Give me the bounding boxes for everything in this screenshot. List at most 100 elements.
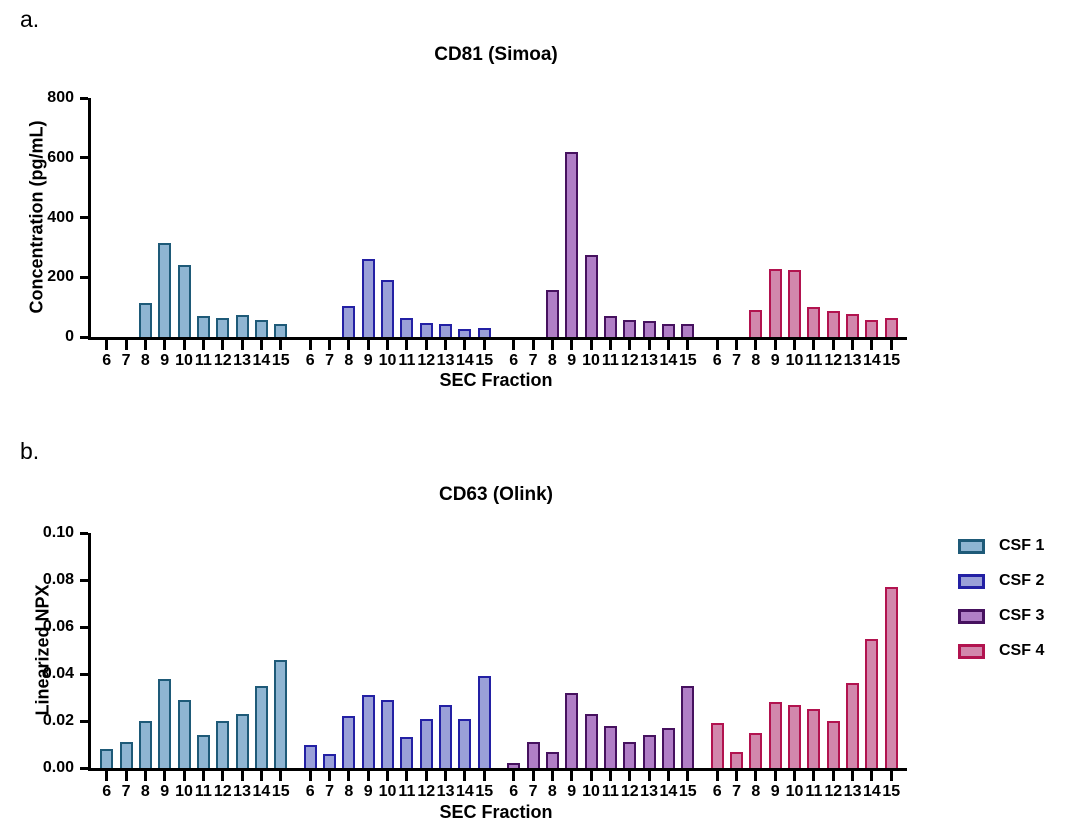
x-tick-label: 9 xyxy=(160,352,170,369)
bar-csf-4-fraction-14 xyxy=(865,319,879,337)
bar-slot: 9 xyxy=(562,98,581,369)
bar-slot: 8 xyxy=(339,98,358,369)
y-tick-mark xyxy=(80,96,88,100)
x-tick-mark xyxy=(366,340,370,350)
bar-csf-4-fraction-10 xyxy=(788,269,802,337)
x-tick-label: 9 xyxy=(363,783,373,800)
bar-slot: 13 xyxy=(436,533,455,800)
x-tick-label: 7 xyxy=(121,783,131,800)
x-tick-mark xyxy=(531,340,535,350)
group-csf-2: 6 7 8 9 10 11 12 13 14 15 xyxy=(301,98,495,369)
x-tick-mark xyxy=(628,771,632,781)
x-tick-mark xyxy=(754,771,758,781)
y-tick-label: 0.06 xyxy=(42,618,74,635)
x-tick-mark xyxy=(666,771,670,781)
x-tick-mark xyxy=(570,771,574,781)
x-tick-mark xyxy=(143,340,147,350)
bar-slot: 6 xyxy=(301,533,320,800)
x-tick-label: 13 xyxy=(843,352,862,369)
x-tick-label: 15 xyxy=(678,783,697,800)
bar-slot: 13 xyxy=(843,533,862,800)
bar-csf-2-fraction-13 xyxy=(439,323,453,337)
bar-csf-1-fraction-12 xyxy=(216,318,230,337)
x-tick-label: 14 xyxy=(659,352,678,369)
bar-slot: 11 xyxy=(601,533,620,800)
x-tick-mark xyxy=(405,340,409,350)
panel-b-y-axis-label: Linearized NPX xyxy=(32,584,53,716)
bar-slot: 8 xyxy=(543,98,562,369)
x-tick-mark xyxy=(105,771,109,781)
x-tick-label: 8 xyxy=(547,352,557,369)
bar-csf-2-fraction-10 xyxy=(381,279,395,337)
y-tick-label: 0.08 xyxy=(42,571,74,588)
x-tick-mark xyxy=(163,340,167,350)
bar-csf-4-fraction-9 xyxy=(768,268,782,337)
x-tick-mark xyxy=(124,340,128,350)
legend: CSF 1 CSF 2 CSF 3 CSF 4 xyxy=(958,538,1044,659)
bar-csf-2-fraction-14 xyxy=(458,718,472,768)
bar-slot: 9 xyxy=(155,98,174,369)
x-tick-mark xyxy=(124,771,128,781)
x-tick-mark xyxy=(608,340,612,350)
bar-slot: 14 xyxy=(862,98,881,369)
x-tick-mark xyxy=(105,340,109,350)
x-tick-label: 7 xyxy=(325,352,334,369)
legend-label: CSF 4 xyxy=(999,642,1045,659)
panel-a-y-axis-label: Concentration (pg/mL) xyxy=(26,120,47,314)
x-tick-label: 12 xyxy=(620,783,639,800)
bar-csf-3-fraction-14 xyxy=(661,323,675,337)
x-tick-mark xyxy=(482,771,486,781)
bar-slot: 9 xyxy=(562,533,581,800)
x-tick-label: 13 xyxy=(233,783,251,800)
x-tick-label: 10 xyxy=(582,352,600,369)
x-tick-mark xyxy=(686,771,690,781)
x-tick-mark xyxy=(647,771,651,781)
bar-csf-2-fraction-7 xyxy=(323,753,337,768)
y-tick-label: 200 xyxy=(47,268,74,286)
x-tick-label: 10 xyxy=(378,783,397,800)
bar-csf-1-fraction-14 xyxy=(254,685,268,768)
x-tick-mark xyxy=(386,771,390,781)
bar-csf-4-fraction-7 xyxy=(730,751,744,768)
bar-csf-3-fraction-7 xyxy=(526,742,540,768)
group-csf-4: 6 7 8 9 10 11 12 13 14 15 xyxy=(708,98,902,369)
x-tick-mark xyxy=(831,771,835,781)
bar-slot: 12 xyxy=(417,533,436,800)
bar-slot: 15 xyxy=(882,98,901,369)
bar-csf-2-fraction-9 xyxy=(361,695,375,768)
x-tick-label: 13 xyxy=(436,783,455,800)
x-tick-mark xyxy=(347,340,351,350)
bar-slot: 7 xyxy=(320,533,339,800)
group-csf-1: 6 7 8 9 10 11 12 13 14 15 xyxy=(97,98,291,369)
legend-item-csf-2: CSF 2 xyxy=(958,573,1044,589)
x-tick-label: 12 xyxy=(620,352,639,369)
x-tick-label: 10 xyxy=(378,352,397,369)
group-csf-2: 6 7 8 9 10 11 12 13 14 15 xyxy=(301,533,495,800)
y-tick-mark xyxy=(80,578,88,582)
bar-csf-3-fraction-8 xyxy=(545,289,559,337)
x-tick-label: 14 xyxy=(863,783,881,800)
bar-slot: 11 xyxy=(601,98,620,369)
panel-b-label: b. xyxy=(20,438,40,464)
bar-csf-4-fraction-12 xyxy=(826,721,840,768)
x-tick-label: 7 xyxy=(528,352,538,369)
bar-csf-2-fraction-12 xyxy=(419,322,433,337)
bar-csf-1-fraction-6 xyxy=(100,749,114,768)
bar-slot: 15 xyxy=(678,533,697,800)
x-tick-mark xyxy=(366,771,370,781)
bar-slot: 11 xyxy=(194,533,213,800)
panel-b-x-axis-label: SEC Fraction xyxy=(439,802,553,822)
x-tick-mark xyxy=(550,771,554,781)
x-tick-label: 8 xyxy=(344,783,354,800)
x-tick-label: 13 xyxy=(640,783,658,800)
bar-slot: 15 xyxy=(271,98,290,369)
x-tick-mark xyxy=(831,340,835,350)
bar-slot: 12 xyxy=(213,98,232,369)
x-tick-label: 9 xyxy=(363,352,373,369)
x-tick-label: 13 xyxy=(233,352,251,369)
x-tick-mark xyxy=(686,340,690,350)
bar-csf-4-fraction-8 xyxy=(749,732,763,768)
legend-label: CSF 2 xyxy=(999,572,1045,589)
x-tick-mark xyxy=(463,340,467,350)
bar-csf-3-fraction-9 xyxy=(565,152,579,337)
